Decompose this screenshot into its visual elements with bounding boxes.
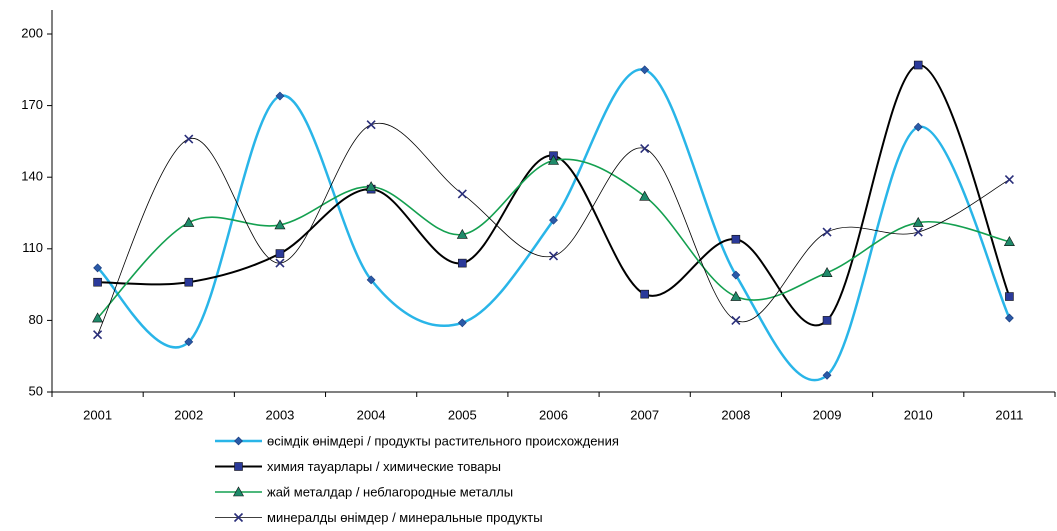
y-tick-label: 110 bbox=[22, 240, 43, 255]
data-point bbox=[457, 189, 467, 199]
data-point bbox=[93, 277, 102, 287]
data-point bbox=[184, 277, 194, 287]
data-point bbox=[548, 251, 559, 261]
series-line bbox=[96, 68, 1011, 382]
x-tick-label: 2007 bbox=[630, 407, 659, 422]
x-tick-label: 2009 bbox=[813, 407, 842, 422]
data-point bbox=[913, 122, 923, 132]
data-point bbox=[93, 330, 103, 340]
legend-label: химия тауарлары / химические товары bbox=[267, 459, 501, 474]
legend-label: өсімдік өнімдері / продукты растительног… bbox=[267, 433, 619, 448]
data-point bbox=[275, 258, 285, 268]
data-point bbox=[458, 258, 467, 268]
x-tick-label: 2011 bbox=[995, 407, 1023, 422]
data-point bbox=[730, 290, 742, 301]
data-point bbox=[913, 227, 923, 237]
x-tick-label: 2010 bbox=[904, 407, 933, 422]
x-tick-label: 2003 bbox=[265, 407, 294, 422]
data-point bbox=[1004, 175, 1014, 185]
x-tick-label: 2002 bbox=[174, 407, 203, 422]
data-point bbox=[822, 316, 832, 325]
data-point bbox=[549, 215, 558, 225]
legend-marker bbox=[233, 512, 244, 523]
data-point bbox=[731, 315, 741, 325]
data-point bbox=[366, 120, 376, 130]
data-point bbox=[274, 219, 286, 230]
x-tick-label: 2005 bbox=[448, 407, 477, 422]
data-point bbox=[184, 337, 194, 347]
data-point bbox=[821, 267, 833, 277]
y-tick-label: 50 bbox=[29, 383, 43, 398]
data-point bbox=[731, 234, 741, 244]
y-tick-label: 140 bbox=[21, 169, 43, 184]
legend-marker bbox=[232, 486, 245, 497]
data-point bbox=[640, 289, 649, 299]
data-point bbox=[93, 263, 103, 273]
legend-marker bbox=[234, 436, 243, 446]
data-point bbox=[275, 249, 285, 258]
legend-label: жай металдар / неблагородные металлы bbox=[267, 484, 513, 499]
legend-label: минералды өнімдер / минеральные продукты bbox=[267, 510, 543, 525]
y-tick-label: 170 bbox=[21, 97, 43, 112]
data-point bbox=[457, 318, 467, 328]
data-point bbox=[912, 216, 924, 227]
data-point bbox=[731, 270, 741, 280]
data-point bbox=[92, 312, 104, 323]
series-line bbox=[97, 64, 1011, 327]
y-tick-label: 80 bbox=[29, 312, 43, 327]
data-point bbox=[822, 370, 832, 380]
data-point bbox=[183, 216, 195, 227]
data-point bbox=[184, 134, 194, 144]
legend-marker bbox=[234, 462, 243, 471]
data-point bbox=[366, 275, 376, 285]
x-tick-label: 2004 bbox=[357, 407, 386, 422]
data-point bbox=[1004, 313, 1014, 323]
data-point bbox=[640, 65, 650, 75]
data-point bbox=[640, 143, 650, 154]
x-tick-label: 2001 bbox=[83, 407, 112, 422]
data-point bbox=[275, 91, 285, 101]
data-point bbox=[1003, 236, 1015, 246]
data-point bbox=[1005, 292, 1014, 301]
data-point bbox=[913, 60, 923, 70]
data-point bbox=[822, 227, 832, 237]
y-tick-label: 200 bbox=[21, 25, 43, 40]
data-point bbox=[547, 154, 560, 165]
data-point bbox=[639, 190, 651, 201]
x-tick-label: 2008 bbox=[721, 407, 750, 422]
data-point bbox=[365, 181, 377, 192]
x-tick-label: 2006 bbox=[539, 407, 568, 422]
data-point bbox=[456, 228, 468, 239]
